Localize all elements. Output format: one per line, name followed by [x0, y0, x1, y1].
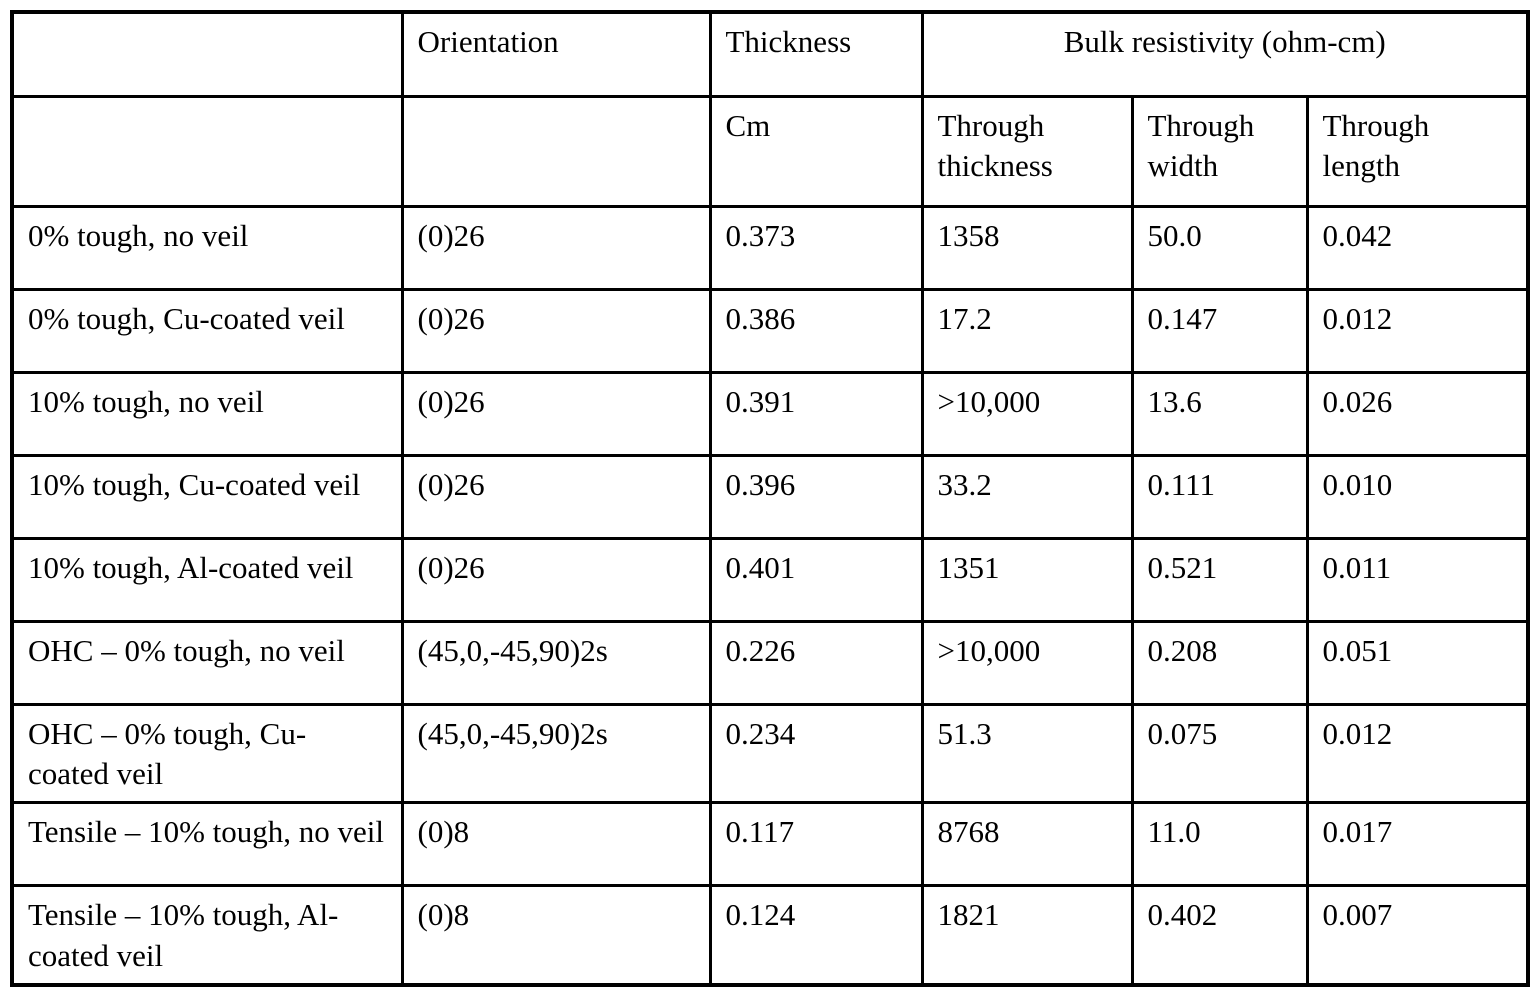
header-orientation: Orientation — [400, 10, 712, 98]
cell-thickness: 0.234 — [708, 702, 924, 805]
cell-orientation: (0)8 — [400, 801, 712, 888]
table-row: Tensile – 10% tough, no veil (0)8 0.117 … — [10, 801, 1530, 888]
subheader-through-thickness: Through thickness — [920, 94, 1134, 208]
cell-through-length: 0.017 — [1305, 801, 1530, 888]
cell-orientation: (45,0,-45,90)2s — [400, 702, 712, 805]
table-row: 0% tough, Cu-coated veil (0)26 0.386 17.… — [10, 287, 1530, 374]
cell-thickness: 0.226 — [708, 619, 924, 706]
cell-through-length: 0.010 — [1305, 453, 1530, 540]
cell-through-thickness: 1358 — [920, 204, 1134, 291]
cell-orientation: (0)26 — [400, 370, 712, 457]
cell-through-thickness: 33.2 — [920, 453, 1134, 540]
cell-orientation: (0)26 — [400, 536, 712, 623]
cell-sample-label: 10% tough, no veil — [10, 370, 404, 457]
cell-through-width: 0.208 — [1130, 619, 1309, 706]
cell-through-width: 0.402 — [1130, 884, 1309, 987]
subheader-corner-cell — [10, 94, 404, 208]
cell-orientation: (0)8 — [400, 884, 712, 987]
cell-sample-label: Tensile – 10% tough, Al-coated veil — [10, 884, 404, 987]
document-page: Orientation Thickness Bulk resistivity (… — [10, 10, 1530, 987]
table-row: 0% tough, no veil (0)26 0.373 1358 50.0 … — [10, 204, 1530, 291]
cell-through-thickness: 51.3 — [920, 702, 1134, 805]
cell-through-thickness: >10,000 — [920, 619, 1134, 706]
cell-through-length: 0.012 — [1305, 702, 1530, 805]
cell-through-width: 0.075 — [1130, 702, 1309, 805]
cell-through-width: 11.0 — [1130, 801, 1309, 888]
table-row: OHC – 0% tough, no veil (45,0,-45,90)2s … — [10, 619, 1530, 706]
cell-thickness: 0.373 — [708, 204, 924, 291]
cell-through-width: 0.521 — [1130, 536, 1309, 623]
cell-through-width: 0.147 — [1130, 287, 1309, 374]
header-thickness: Thickness — [708, 10, 924, 98]
cell-through-length: 0.007 — [1305, 884, 1530, 987]
cell-through-width: 13.6 — [1130, 370, 1309, 457]
cell-through-length: 0.026 — [1305, 370, 1530, 457]
cell-through-length: 0.011 — [1305, 536, 1530, 623]
cell-sample-label: 0% tough, Cu-coated veil — [10, 287, 404, 374]
cell-through-thickness: 17.2 — [920, 287, 1134, 374]
cell-sample-label: 10% tough, Al-coated veil — [10, 536, 404, 623]
subheader-through-width: Through width — [1130, 94, 1309, 208]
cell-orientation: (45,0,-45,90)2s — [400, 619, 712, 706]
table-row: Tensile – 10% tough, Al-coated veil (0)8… — [10, 884, 1530, 987]
cell-sample-label: OHC – 0% tough, no veil — [10, 619, 404, 706]
cell-through-length: 0.042 — [1305, 204, 1530, 291]
cell-orientation: (0)26 — [400, 287, 712, 374]
cell-thickness: 0.391 — [708, 370, 924, 457]
cell-through-length: 0.051 — [1305, 619, 1530, 706]
cell-through-length: 0.012 — [1305, 287, 1530, 374]
cell-through-thickness: 1821 — [920, 884, 1134, 987]
subheader-through-length: Through length — [1305, 94, 1530, 208]
header-bulk-resistivity: Bulk resistivity (ohm-cm) — [920, 10, 1530, 98]
cell-sample-label: 0% tough, no veil — [10, 204, 404, 291]
cell-thickness: 0.124 — [708, 884, 924, 987]
cell-through-width: 0.111 — [1130, 453, 1309, 540]
cell-sample-label: Tensile – 10% tough, no veil — [10, 801, 404, 888]
cell-orientation: (0)26 — [400, 204, 712, 291]
cell-through-width: 50.0 — [1130, 204, 1309, 291]
subheader-orientation-cell — [400, 94, 712, 208]
cell-thickness: 0.396 — [708, 453, 924, 540]
header-corner-cell — [10, 10, 404, 98]
cell-orientation: (0)26 — [400, 453, 712, 540]
table-row: 10% tough, Al-coated veil (0)26 0.401 13… — [10, 536, 1530, 623]
header-row-2: Cm Through thickness Through width Throu… — [10, 94, 1530, 208]
cell-sample-label: 10% tough, Cu-coated veil — [10, 453, 404, 540]
cell-thickness: 0.386 — [708, 287, 924, 374]
cell-through-thickness: >10,000 — [920, 370, 1134, 457]
cell-thickness: 0.401 — [708, 536, 924, 623]
cell-through-thickness: 1351 — [920, 536, 1134, 623]
bulk-resistivity-table: Orientation Thickness Bulk resistivity (… — [10, 10, 1530, 987]
table-row: OHC – 0% tough, Cu-coated veil (45,0,-45… — [10, 702, 1530, 805]
table-row: 10% tough, no veil (0)26 0.391 >10,000 1… — [10, 370, 1530, 457]
subheader-thickness-unit: Cm — [708, 94, 924, 208]
cell-through-thickness: 8768 — [920, 801, 1134, 888]
cell-thickness: 0.117 — [708, 801, 924, 888]
table-row: 10% tough, Cu-coated veil (0)26 0.396 33… — [10, 453, 1530, 540]
cell-sample-label: OHC – 0% tough, Cu-coated veil — [10, 702, 404, 805]
header-row-1: Orientation Thickness Bulk resistivity (… — [10, 10, 1530, 98]
